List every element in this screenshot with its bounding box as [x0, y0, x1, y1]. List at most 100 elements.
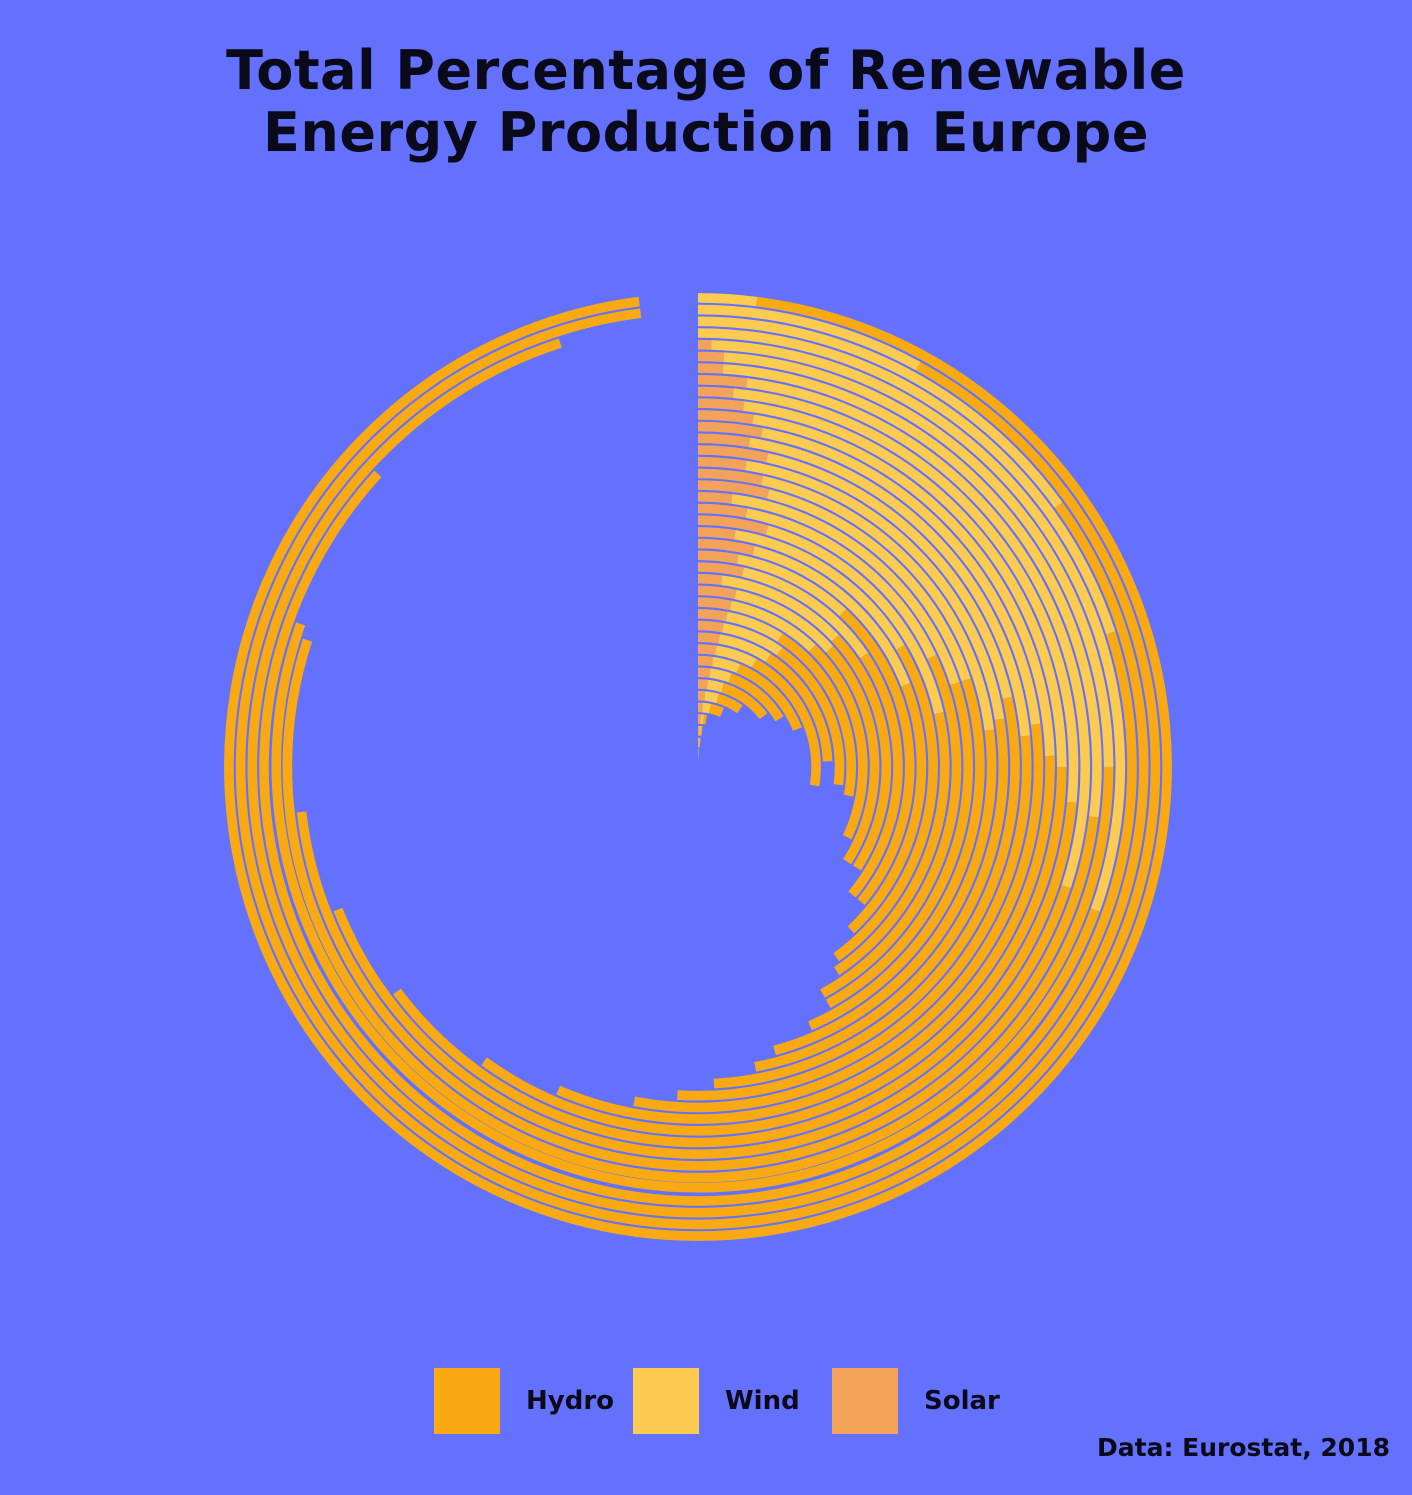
- bar-segment-wind-ring-37: [697, 328, 1116, 635]
- bar-segment-wind-ring-8: [709, 668, 732, 683]
- bar-segment-wind-ring-19: [752, 545, 911, 687]
- bar-segment-wind-ring-7: [706, 679, 725, 693]
- legend-swatch-hydro: [434, 1368, 500, 1434]
- bar-segment-hydro-ring-12: [776, 647, 845, 786]
- bar-segment-solar-ring-23: [697, 492, 733, 504]
- bar-segment-hydro-ring-21: [834, 712, 950, 976]
- legend: Hydro Wind Solar: [434, 1368, 1031, 1434]
- bar-segment-solar-ring-26: [697, 456, 747, 471]
- bar-segment-solar-ring-13: [697, 608, 728, 622]
- bar-segment-hydro-ring-33: [333, 885, 1071, 1159]
- bar-segment-wind-ring-22: [745, 508, 937, 659]
- bar-segment-hydro-ring-18: [839, 609, 915, 905]
- bar-segment-solar-ring-25: [697, 468, 764, 486]
- bar-segment-hydro-ring-24: [808, 678, 985, 1031]
- bar-segment-wind-ring-5: [702, 702, 711, 714]
- bar-segment-hydro-ring-20: [833, 644, 938, 962]
- bar-segment-solar-ring-7: [697, 679, 708, 690]
- bar-segment-wind-ring-10: [714, 645, 757, 668]
- legend-item-wind: Wind: [633, 1368, 805, 1434]
- bar-segment-hydro-ring-26: [754, 718, 1009, 1072]
- bar-segment-wind-ring-32: [732, 388, 1079, 803]
- bar-segment-solar-ring-18: [697, 550, 739, 564]
- bar-segment-hydro-ring-23: [825, 682, 973, 1008]
- bar-segment-hydro-ring-25: [773, 729, 997, 1056]
- bar-segment-solar-ring-35: [697, 351, 725, 363]
- bar-segment-wind-ring-17: [741, 567, 869, 659]
- bar-segment-wind-ring-9: [711, 656, 741, 674]
- bar-segment-hydro-ring-5: [708, 703, 724, 717]
- bar-segment-wind-ring-15: [734, 589, 834, 653]
- bar-segment-wind-ring-21: [765, 525, 944, 715]
- bar-segment-solar-ring-11: [697, 632, 720, 644]
- bar-segment-wind-ring-16: [720, 575, 839, 642]
- bar-segment-solar-ring-24: [697, 480, 770, 499]
- bar-segment-solar-ring-22: [697, 503, 748, 518]
- bar-segment-solar-ring-16: [697, 573, 723, 585]
- bar-segment-hydro-ring-40: [224, 296, 1172, 1241]
- bar-segment-wind-ring-20: [734, 530, 905, 650]
- bar-segment-solar-ring-10: [697, 644, 717, 655]
- bar-segment-solar-ring-33: [697, 374, 748, 388]
- bar-segment-wind-ring-25: [760, 475, 995, 731]
- bar-segment-wind-ring-40: [697, 293, 758, 307]
- bar-segment-hydro-ring-19: [847, 682, 927, 934]
- bar-segment-solar-ring-17: [697, 562, 744, 577]
- bar-segment-hydro-ring-35: [282, 638, 1114, 1183]
- bar-segment-hydro-ring-6: [716, 693, 743, 714]
- bar-segment-hydro-ring-11: [765, 653, 833, 762]
- bar-segment-wind-ring-36: [711, 340, 1126, 912]
- bar-segment-solar-ring-14: [697, 597, 732, 611]
- bar-segment-wind-ring-31: [742, 401, 1067, 768]
- bar-segment-hydro-ring-38: [247, 338, 1149, 1218]
- legend-swatch-solar: [832, 1368, 898, 1434]
- legend-item-solar: Solar: [832, 1368, 1004, 1434]
- bar-segment-hydro-ring-10: [751, 658, 821, 787]
- bar-segment-wind-ring-39: [697, 304, 921, 371]
- bar-segment-hydro-ring-30: [556, 755, 1055, 1124]
- bar-segment-solar-ring-19: [697, 538, 755, 556]
- bar-segment-hydro-ring-39: [235, 308, 1161, 1230]
- bar-segment-wind-ring-26: [745, 460, 1005, 720]
- bar-segment-hydro-ring-37: [259, 470, 1137, 1206]
- bar-segment-wind-ring-33: [745, 378, 1090, 889]
- bar-segment-hydro-ring-17: [848, 652, 903, 898]
- bar-segment-solar-ring-21: [697, 515, 769, 535]
- bar-segment-solar-ring-9: [697, 655, 714, 667]
- chart-title-line-2: Energy Production in Europe: [263, 101, 1149, 164]
- bar-segment-hydro-ring-15: [826, 646, 880, 865]
- bar-segment-wind-ring-28: [748, 437, 1031, 737]
- bar-segment-solar-ring-27: [697, 445, 769, 463]
- legend-label-hydro: Hydro: [526, 1386, 615, 1416]
- bar-segment-solar-ring-34: [697, 363, 724, 374]
- bar-segment-wind-ring-30: [752, 414, 1055, 757]
- bar-segment-hydro-ring-16: [831, 634, 892, 871]
- bar-segment-hydro-ring-31: [481, 766, 1067, 1136]
- chart-title-line-1: Total Percentage of Renewable: [226, 39, 1186, 102]
- bar-segment-wind-ring-34: [722, 364, 1102, 818]
- bar-segment-wind-ring-6: [704, 691, 720, 704]
- bar-segment-wind-ring-38: [697, 316, 1063, 508]
- bar-segment-wind-ring-14: [729, 600, 816, 652]
- bar-segment-solar-ring-30: [697, 410, 754, 424]
- bar-segment-solar-ring-15: [697, 585, 737, 600]
- bar-segment-hydro-ring-28: [677, 735, 1032, 1101]
- legend-item-hydro: Hydro: [434, 1368, 615, 1434]
- bar-segment-wind-ring-35: [723, 352, 1114, 768]
- bar-segment-hydro-ring-7: [721, 683, 768, 720]
- bar-segment-wind-ring-29: [760, 427, 1041, 725]
- bar-segment-hydro-ring-32: [393, 801, 1077, 1148]
- legend-swatch-wind: [633, 1368, 699, 1434]
- bar-segment-wind-ring-13: [725, 611, 783, 642]
- bar-segment-hydro-ring-14: [809, 644, 868, 840]
- bar-segment-solar-ring-8: [697, 667, 711, 678]
- bar-segment-solar-ring-12: [697, 620, 724, 633]
- legend-label-wind: Wind: [725, 1386, 800, 1416]
- bar-segment-wind-ring-18: [736, 554, 847, 617]
- bar-segment-wind-ring-12: [721, 622, 783, 656]
- bar-segment-hydro-ring-36: [271, 622, 1100, 1193]
- bar-segment-hydro-ring-34: [296, 811, 1099, 1171]
- bar-segment-hydro-ring-29: [633, 723, 1044, 1113]
- bar-segment-hydro-ring-22: [820, 654, 962, 998]
